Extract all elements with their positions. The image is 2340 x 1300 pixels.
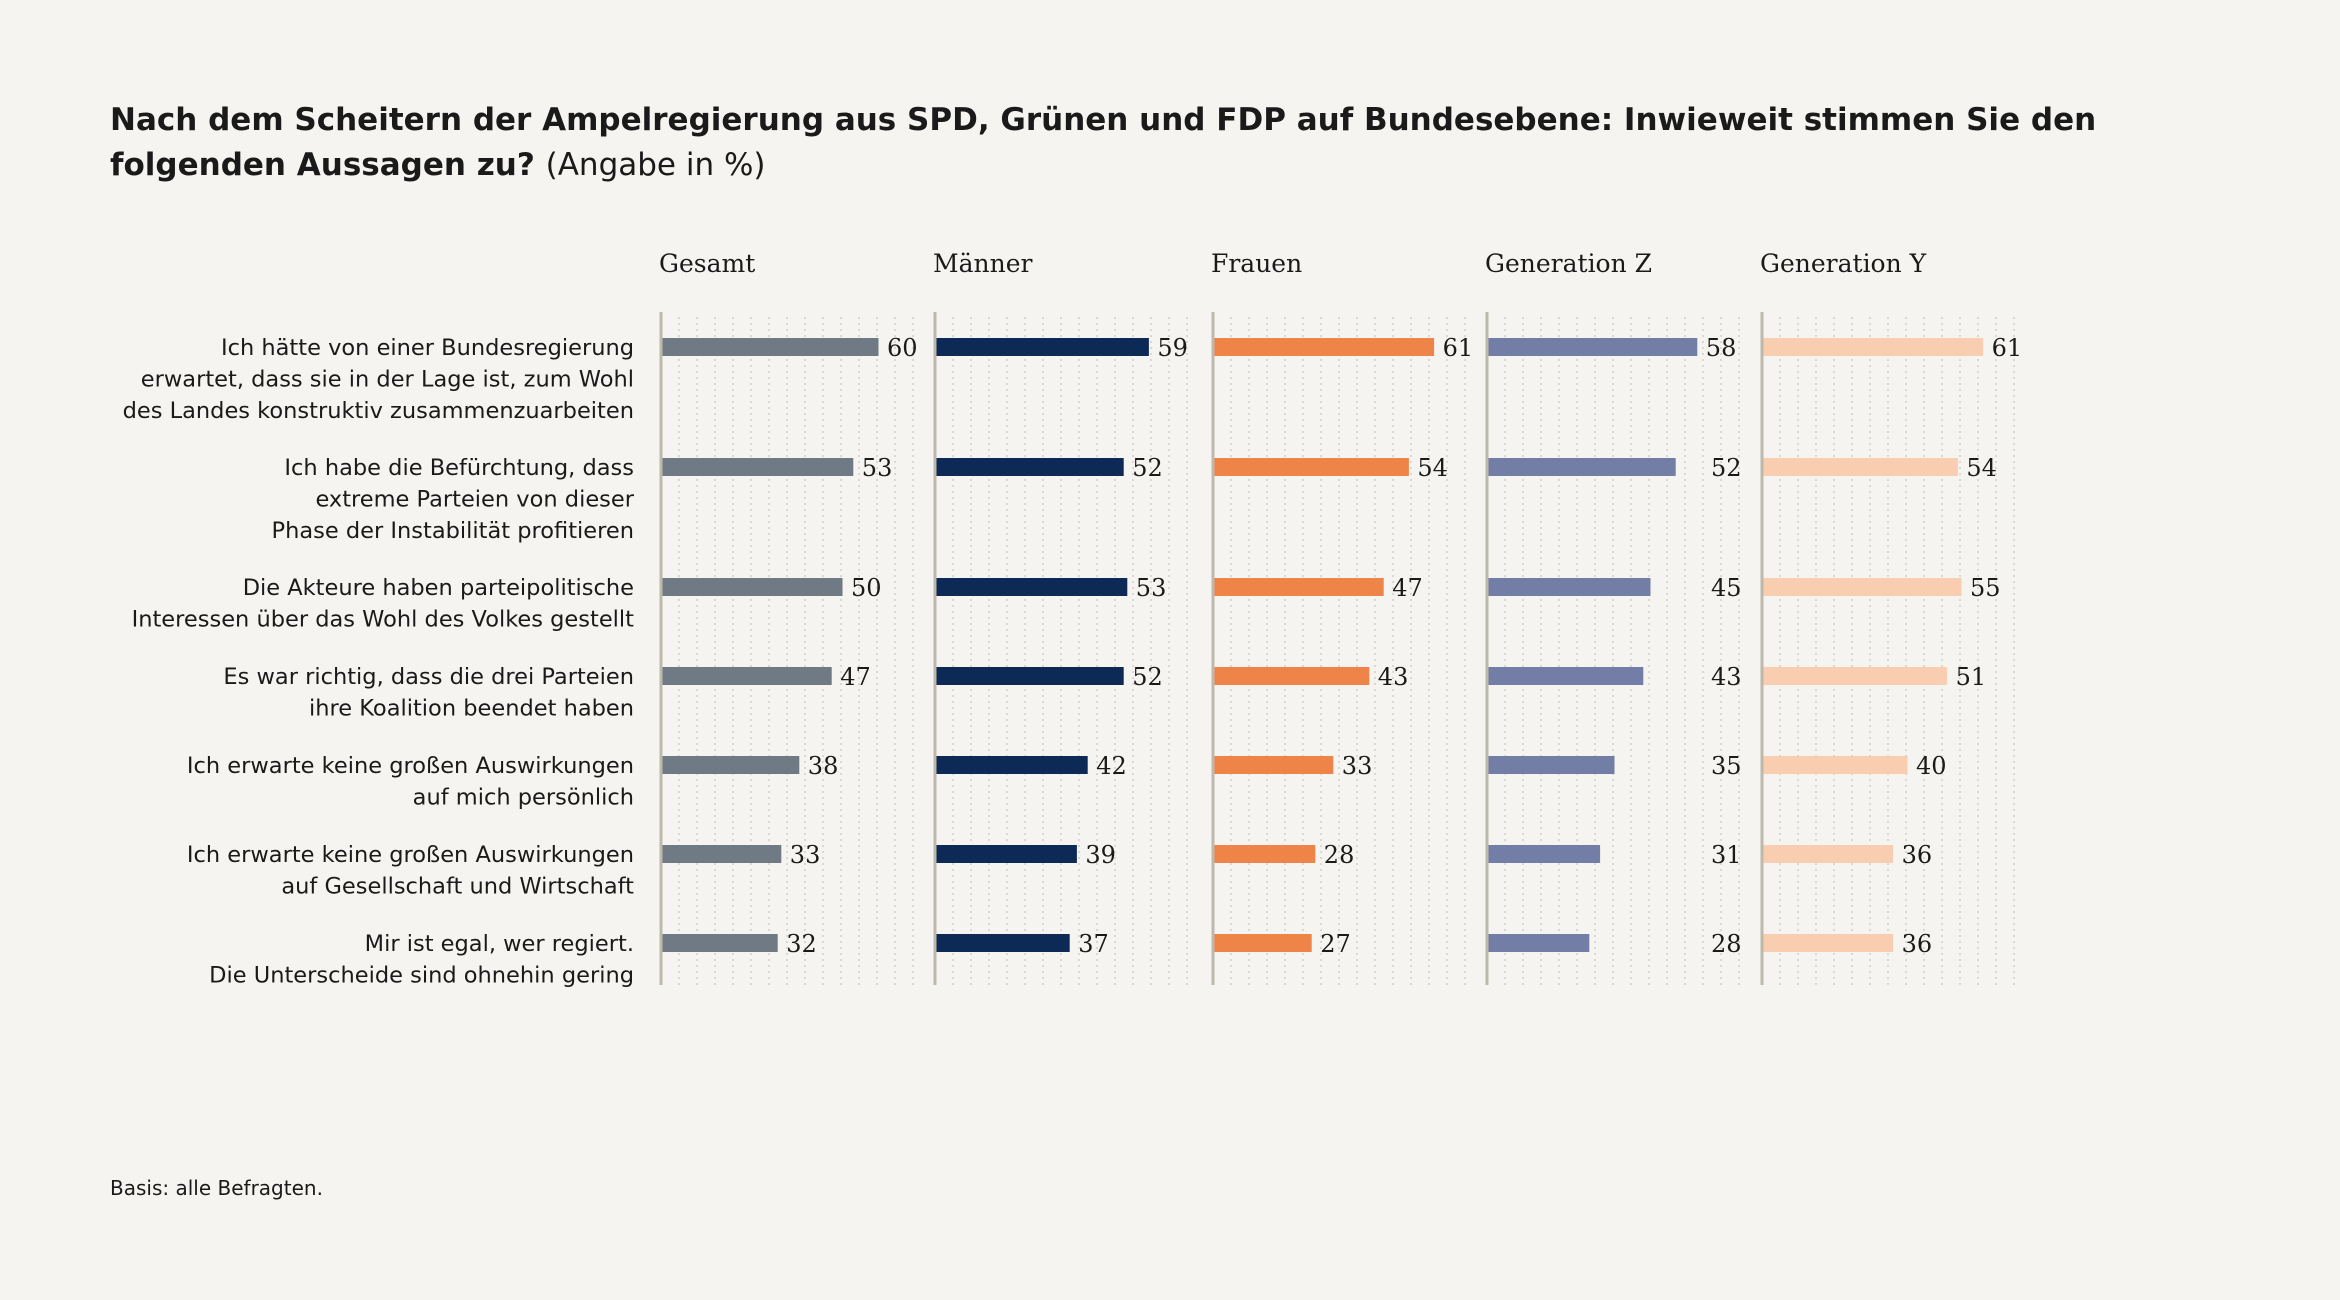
bar <box>936 756 1088 774</box>
value-label: 35 <box>1711 752 1742 780</box>
value-label: 27 <box>1320 930 1351 958</box>
footnote: Basis: alle Befragten. <box>110 1176 323 1200</box>
value-label: 40 <box>1916 752 1947 780</box>
value-label: 37 <box>1078 930 1109 958</box>
bar <box>1488 578 1651 596</box>
value-label: 33 <box>1342 752 1373 780</box>
value-label: 51 <box>1956 663 1987 691</box>
value-label: 59 <box>1157 334 1188 362</box>
value-label: 42 <box>1096 752 1127 780</box>
value-label: 55 <box>1970 574 2001 602</box>
bar <box>662 578 843 596</box>
value-label: 50 <box>851 574 882 602</box>
column-header: Frauen <box>1211 249 1302 278</box>
bar <box>936 934 1070 952</box>
chart-title-main: Nach dem Scheitern der Ampelregierung au… <box>110 102 2097 183</box>
value-label: 47 <box>840 663 871 691</box>
bar <box>936 667 1124 685</box>
value-label: 36 <box>1902 841 1933 869</box>
value-label: 43 <box>1711 663 1742 691</box>
value-label: 60 <box>887 334 918 362</box>
bar <box>1763 338 1984 356</box>
value-label: 45 <box>1711 574 1742 602</box>
bar <box>1763 667 1948 685</box>
chart-title-unit: (Angabe in %) <box>545 147 766 183</box>
bar <box>1488 338 1698 356</box>
bar <box>1214 756 1334 774</box>
value-label: 32 <box>786 930 817 958</box>
category-label: Mir ist egal, wer regiert. Die Unterschei… <box>209 931 634 989</box>
column-header: Generation Z <box>1485 249 1652 278</box>
bar <box>1214 338 1435 356</box>
value-label: 61 <box>1443 334 1474 362</box>
value-label: 43 <box>1378 663 1409 691</box>
chart-title: Nach dem Scheitern der Ampelregierung au… <box>110 98 2160 188</box>
bar <box>1214 845 1316 863</box>
bar <box>662 756 800 774</box>
bar <box>662 845 782 863</box>
value-label: 58 <box>1706 334 1737 362</box>
bar <box>662 934 778 952</box>
category-label: Ich habe die Befürchtung, dass extreme Pa… <box>272 455 635 544</box>
value-label: 54 <box>1966 454 1997 482</box>
category-label: Ich erwarte keine großen Auswirkungen auf… <box>187 842 634 900</box>
bar <box>662 667 832 685</box>
bar <box>662 458 854 476</box>
value-label: 31 <box>1711 841 1742 869</box>
category-label: Die Akteure haben parteipolitische Intere… <box>132 575 635 633</box>
value-label: 38 <box>808 752 839 780</box>
value-label: 53 <box>1136 574 1167 602</box>
bar <box>1214 578 1384 596</box>
value-label: 33 <box>790 841 821 869</box>
bar <box>1763 458 1958 476</box>
value-label: 54 <box>1417 454 1448 482</box>
value-label: 52 <box>1132 663 1163 691</box>
value-label: 53 <box>862 454 893 482</box>
column-header: Männer <box>933 249 1033 278</box>
bar <box>936 845 1077 863</box>
value-label: 28 <box>1324 841 1355 869</box>
value-label: 52 <box>1711 454 1742 482</box>
value-label: 28 <box>1711 930 1742 958</box>
bar <box>1214 667 1370 685</box>
category-label: Es war richtig, dass die drei Parteien ih… <box>223 664 634 722</box>
bar <box>662 338 879 356</box>
bar <box>1763 845 1894 863</box>
bar <box>936 458 1124 476</box>
bar <box>1214 934 1312 952</box>
column-header: Generation Y <box>1760 249 1927 278</box>
value-label: 39 <box>1085 841 1116 869</box>
value-label: 61 <box>1992 334 2023 362</box>
category-label: Ich hätte von einer Bundesregierung erwar… <box>123 335 634 424</box>
value-label: 47 <box>1392 574 1423 602</box>
bar <box>1488 934 1590 952</box>
value-label: 52 <box>1132 454 1163 482</box>
bar <box>1488 845 1601 863</box>
bar <box>1763 756 1908 774</box>
bar <box>1488 667 1644 685</box>
value-label: 36 <box>1902 930 1933 958</box>
column-header: Gesamt <box>659 249 755 278</box>
bar <box>936 578 1128 596</box>
bar <box>936 338 1149 356</box>
category-label: Ich erwarte keine großen Auswirkungen auf… <box>187 753 634 811</box>
bar <box>1488 756 1615 774</box>
bar <box>1488 458 1676 476</box>
bar <box>1214 458 1409 476</box>
bar <box>1763 934 1894 952</box>
bar <box>1763 578 1962 596</box>
